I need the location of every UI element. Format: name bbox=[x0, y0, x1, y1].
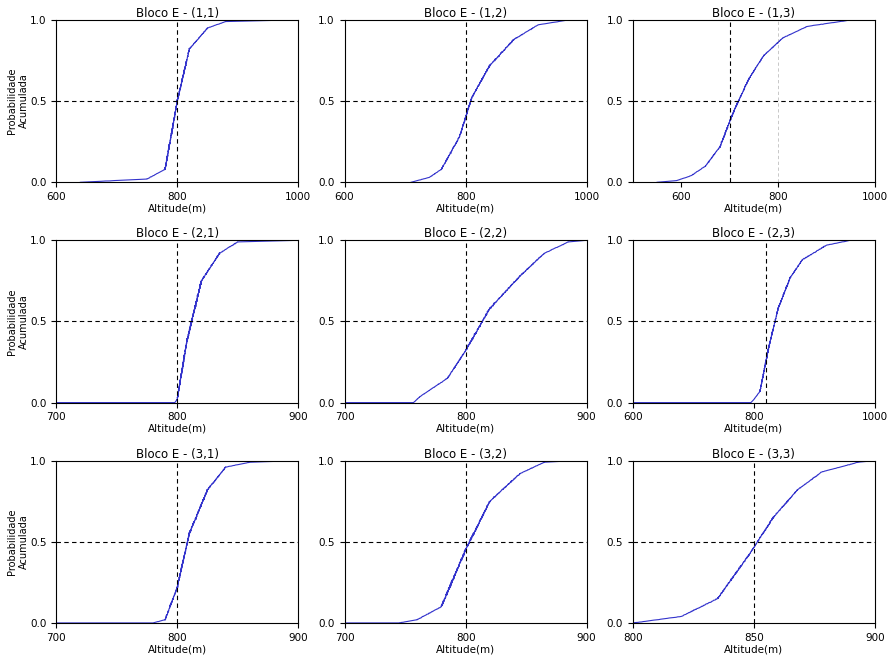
Title: Bloco E - (3,2): Bloco E - (3,2) bbox=[424, 447, 507, 461]
Y-axis label: Probabilidade
Acumulada: Probabilidade Acumulada bbox=[7, 508, 29, 575]
Title: Bloco E - (1,1): Bloco E - (1,1) bbox=[136, 7, 218, 20]
X-axis label: Altitude(m): Altitude(m) bbox=[435, 204, 494, 214]
Title: Bloco E - (2,3): Bloco E - (2,3) bbox=[712, 227, 795, 241]
X-axis label: Altitude(m): Altitude(m) bbox=[723, 204, 782, 214]
Title: Bloco E - (1,2): Bloco E - (1,2) bbox=[424, 7, 507, 20]
Title: Bloco E - (1,3): Bloco E - (1,3) bbox=[712, 7, 795, 20]
Title: Bloco E - (3,1): Bloco E - (3,1) bbox=[136, 447, 218, 461]
Title: Bloco E - (2,2): Bloco E - (2,2) bbox=[424, 227, 507, 241]
X-axis label: Altitude(m): Altitude(m) bbox=[148, 644, 207, 654]
X-axis label: Altitude(m): Altitude(m) bbox=[723, 644, 782, 654]
Title: Bloco E - (3,3): Bloco E - (3,3) bbox=[712, 447, 795, 461]
X-axis label: Altitude(m): Altitude(m) bbox=[723, 424, 782, 434]
Title: Bloco E - (2,1): Bloco E - (2,1) bbox=[136, 227, 218, 241]
X-axis label: Altitude(m): Altitude(m) bbox=[435, 424, 494, 434]
X-axis label: Altitude(m): Altitude(m) bbox=[148, 204, 207, 214]
Y-axis label: Probabilidade
Acumulada: Probabilidade Acumulada bbox=[7, 288, 29, 355]
X-axis label: Altitude(m): Altitude(m) bbox=[148, 424, 207, 434]
Y-axis label: Probabilidade
Acumulada: Probabilidade Acumulada bbox=[7, 68, 29, 134]
X-axis label: Altitude(m): Altitude(m) bbox=[435, 644, 494, 654]
